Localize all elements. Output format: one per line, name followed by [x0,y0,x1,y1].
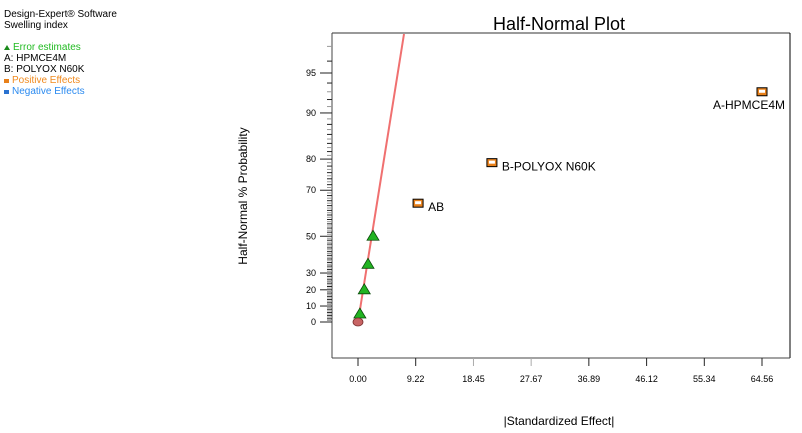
legend-label: Error estimates [13,42,81,53]
square-icon [4,89,9,94]
legend-label: Positive Effects [12,75,81,86]
origin-point [352,317,364,327]
x-tick-label: 55.34 [693,374,716,384]
error-estimate-point [366,229,380,241]
square-icon [4,78,9,83]
triangle-icon [4,45,10,50]
point-inner [415,201,422,205]
software-name: Design-Expert® Software [4,9,117,20]
legend-item: B: POLYOX N60K [4,64,117,75]
y-tick-label: 50 [306,231,316,241]
y-tick-label: 90 [306,108,316,118]
error-estimate-point [361,257,375,269]
legend-label: Negative Effects [12,86,85,97]
x-tick-label: 36.89 [578,374,601,384]
x-tick-label: 64.56 [751,374,774,384]
legend-label: B: POLYOX N60K [4,64,85,75]
chart-title: Half-Normal Plot [493,14,625,34]
y-tick-label: 95 [306,68,316,78]
y-axis-label: Half-Normal % Probability [236,127,250,264]
y-tick-label: 80 [306,154,316,164]
point-label: AB [428,200,444,214]
point-inner [759,89,765,93]
x-tick-label: 18.45 [462,374,485,384]
error-estimate-point [357,283,371,295]
x-tick-label: 9.22 [407,374,425,384]
y-tick-label: 70 [306,185,316,195]
legend-item: Positive Effects [4,75,117,86]
y-tick-label: 20 [306,285,316,295]
x-axis-label: |Standardized Effect| [504,414,615,428]
x-tick-label: 27.67 [520,374,543,384]
point-label: B-POLYOX N60K [502,160,596,174]
point-label: A-HPMCE4M [713,98,785,112]
info-panel: Design-Expert® Software Swelling index E… [4,9,117,97]
legend: Error estimates A: HPMCE4M B: POLYOX N60K P… [4,42,117,97]
fit-line [357,33,405,323]
x-tick-label: 0.00 [349,374,367,384]
response-name: Swelling index [4,20,68,31]
legend-item: A: HPMCE4M [4,53,117,64]
point-inner [488,160,495,164]
y-tick-label: 10 [306,301,316,311]
legend-item: Error estimates [4,42,117,53]
y-tick-label: 30 [306,268,316,278]
legend-item: Negative Effects [4,86,117,97]
x-tick-label: 46.12 [635,374,658,384]
y-tick-label: 0 [311,317,316,327]
error-estimate-point [353,307,367,319]
legend-label: A: HPMCE4M [4,53,67,64]
